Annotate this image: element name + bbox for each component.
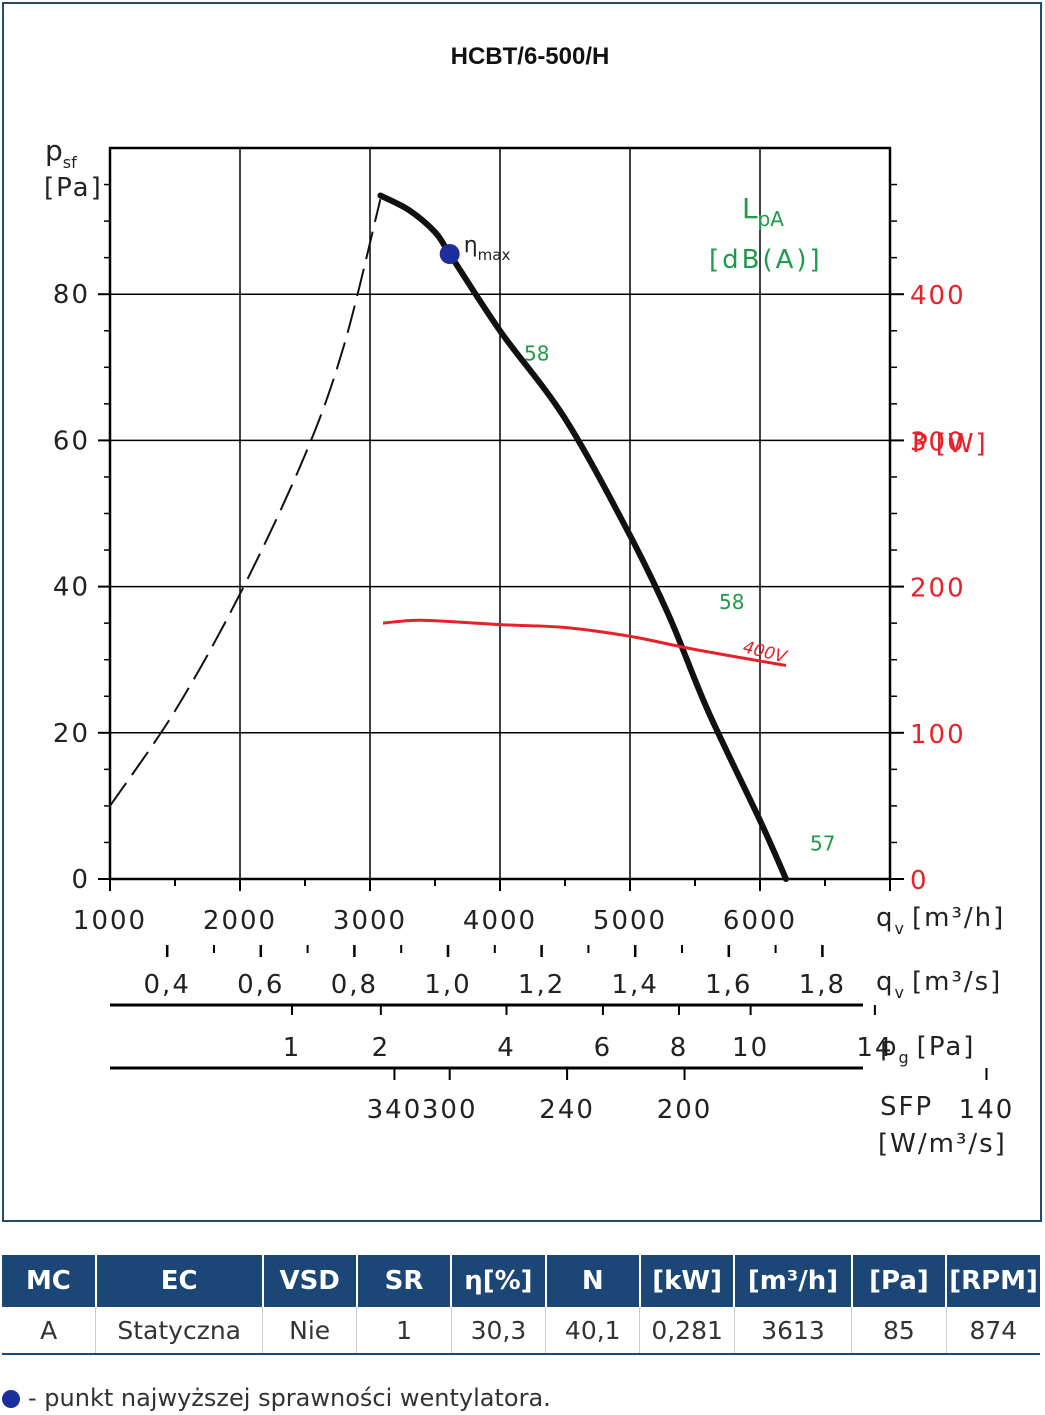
scale-qv-m3s-label: 1,0 (424, 970, 471, 1000)
table-cell: 40,1 (545, 1307, 640, 1354)
sound-level-value: 58 (719, 590, 744, 614)
x-axis-tick-label: 2000 (203, 906, 277, 936)
max-efficiency-label: ηmax (464, 233, 511, 264)
scale-qv-m3s-label: 0,4 (144, 970, 191, 1000)
max-efficiency-point (439, 243, 460, 264)
table-cell: 30,3 (450, 1307, 546, 1354)
scale-qv-m3s-label: 1,6 (705, 970, 752, 1000)
y2-axis-tick-label: 400 (910, 281, 966, 311)
scale-qv-m3s-label: 1,2 (518, 970, 565, 1000)
table-cell: A (40, 1315, 58, 1345)
y2-axis-tick-label: 300 (910, 427, 966, 457)
y-axis-tick-label: 60 (53, 426, 90, 456)
scale-qv-m3s-label: 0,8 (331, 970, 378, 1000)
y-axis-tick-label: 20 (53, 719, 90, 749)
x-axis-tick-label: 4000 (463, 906, 537, 936)
table-header-cell: [m³/h] (733, 1255, 852, 1307)
table-cell: 3613 (733, 1307, 852, 1354)
y-axis-unit: [Pa] (44, 173, 103, 203)
x-axis-tick-label: 1000 (73, 906, 147, 936)
scale-pg-label: 4 (497, 1033, 516, 1063)
scale-qv-m3s-label: 1,8 (799, 970, 846, 1000)
chart-frame (2, 2, 1042, 1222)
x-axis-tick-label: 6000 (723, 906, 797, 936)
parameters-table: MC EC VSD SR η[%] N [kW] [m³/h] [Pa] [RPM] A Staty… (2, 1255, 1040, 1355)
scale-sfp-title: SFP (880, 1092, 933, 1122)
scale-pg-title: pg [Pa] (880, 1032, 975, 1067)
y-axis-tick-label: 80 (53, 280, 90, 310)
table-header-cell: SR (355, 1255, 452, 1307)
table-header-cell: N (544, 1255, 640, 1307)
sound-level-label: LpA (742, 192, 784, 231)
table-header-cell: [RPM] (945, 1255, 1040, 1307)
table-header-cell: VSD (261, 1255, 357, 1307)
table-cell: 1 (356, 1307, 452, 1354)
y2-axis-tick-label: 100 (910, 720, 966, 750)
sound-level-value: 58 (524, 342, 549, 366)
table-cell: 85 (851, 1307, 947, 1354)
scale-pg-label: 6 (594, 1033, 613, 1063)
stall-curve-line (109, 198, 382, 807)
table-header-cell: MC (2, 1255, 96, 1307)
scale-sfp-label: 140 (959, 1095, 1015, 1125)
scale-qv-m3s-title: qv [m³/s] (876, 967, 1002, 1002)
sound-level-unit: [dB(A)] (709, 245, 823, 275)
power-curve-line (382, 618, 787, 667)
scale-pg-label: 10 (732, 1033, 769, 1063)
table-cell: Nie (261, 1307, 357, 1354)
fan-curve-line (377, 192, 789, 882)
y-axis-tick-label: 40 (53, 573, 90, 603)
max-efficiency-dot-icon (2, 1390, 20, 1408)
table-row: A Statyczna Nie 1 30,3 40,1 0,281 3613 85 874 (2, 1307, 1040, 1354)
scale-sfp-label: 200 (657, 1095, 713, 1125)
y-axis-tick-label: 0 (71, 865, 90, 895)
scale-sfp-unit: [W/m³/s] (878, 1129, 1007, 1159)
y2-axis-tick-label: 0 (910, 866, 929, 896)
y-axis-label: psf (45, 134, 77, 172)
scale-pg-label: 14 (856, 1033, 893, 1063)
scale-qv-m3s-label: 0,6 (237, 970, 284, 1000)
scale-sfp-label: 300 (422, 1095, 478, 1125)
table-header-cell: [kW] (638, 1255, 735, 1307)
x-axis-tick-label: 3000 (333, 906, 407, 936)
table-header-cell: η[%] (450, 1255, 546, 1307)
chart-title: HCBT/6-500/H (451, 43, 610, 70)
scale-sfp-label: 240 (539, 1095, 595, 1125)
scale-qv-m3s-label: 1,4 (612, 970, 659, 1000)
table-header-row: MC EC VSD SR η[%] N [kW] [m³/h] [Pa] [RPM] (2, 1255, 1040, 1307)
x-axis-label: qv [m³/h] (876, 903, 1005, 938)
legend-note-text: - punkt najwyższej sprawności wentylator… (28, 1384, 551, 1412)
scale-pg-label: 2 (372, 1033, 391, 1063)
scale-pg-label: 1 (283, 1033, 302, 1063)
table-cell: 874 (945, 1307, 1040, 1354)
table-cell: Statyczna (95, 1307, 263, 1354)
scale-pg-label: 8 (670, 1033, 689, 1063)
table-header-cell: [Pa] (850, 1255, 947, 1307)
table-body: A Statyczna Nie 1 30,3 40,1 0,281 3613 85 874 (2, 1307, 1040, 1354)
table-cell: 0,281 (639, 1307, 735, 1354)
legend-note: - punkt najwyższej sprawności wentylator… (2, 1384, 551, 1412)
sound-level-value: 57 (810, 831, 835, 855)
x-axis-tick-label: 5000 (593, 906, 667, 936)
y2-axis-label: P [W] (912, 429, 988, 459)
y2-axis-tick-label: 200 (910, 574, 966, 604)
table-header-cell: EC (94, 1255, 263, 1307)
scale-sfp-label: 340 (367, 1095, 423, 1125)
